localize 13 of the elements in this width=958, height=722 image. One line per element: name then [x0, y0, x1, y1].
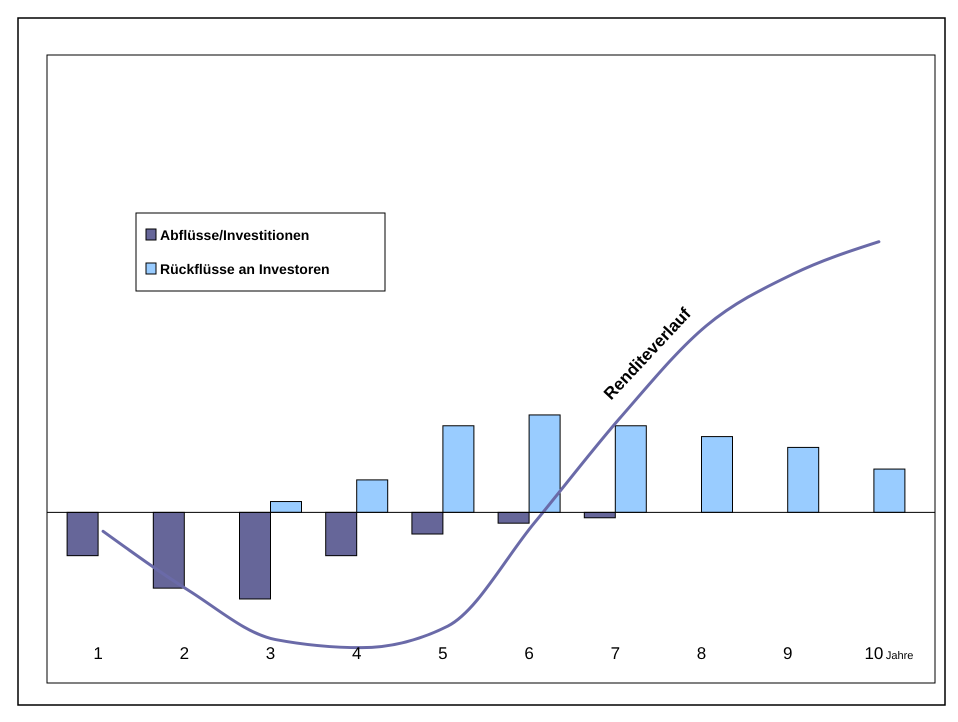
x-tick-label: 2 — [180, 644, 190, 663]
x-tick-label: 10 — [864, 644, 884, 663]
x-tick-label: 9 — [782, 644, 792, 663]
x-tick-label: 5 — [438, 644, 448, 663]
x-axis-title: Jahre — [886, 650, 914, 662]
legend-label: Abflüsse/Investitionen — [160, 227, 310, 243]
x-tick-label: 1 — [93, 644, 103, 663]
x-tick-label: 4 — [352, 644, 362, 663]
legend-label: Rückflüsse an Investoren — [160, 261, 330, 277]
x-tick-label: 3 — [266, 644, 276, 663]
x-tick-label: 8 — [696, 644, 706, 663]
x-tick-label: 7 — [610, 644, 620, 663]
x-tick-label: 6 — [524, 644, 534, 663]
